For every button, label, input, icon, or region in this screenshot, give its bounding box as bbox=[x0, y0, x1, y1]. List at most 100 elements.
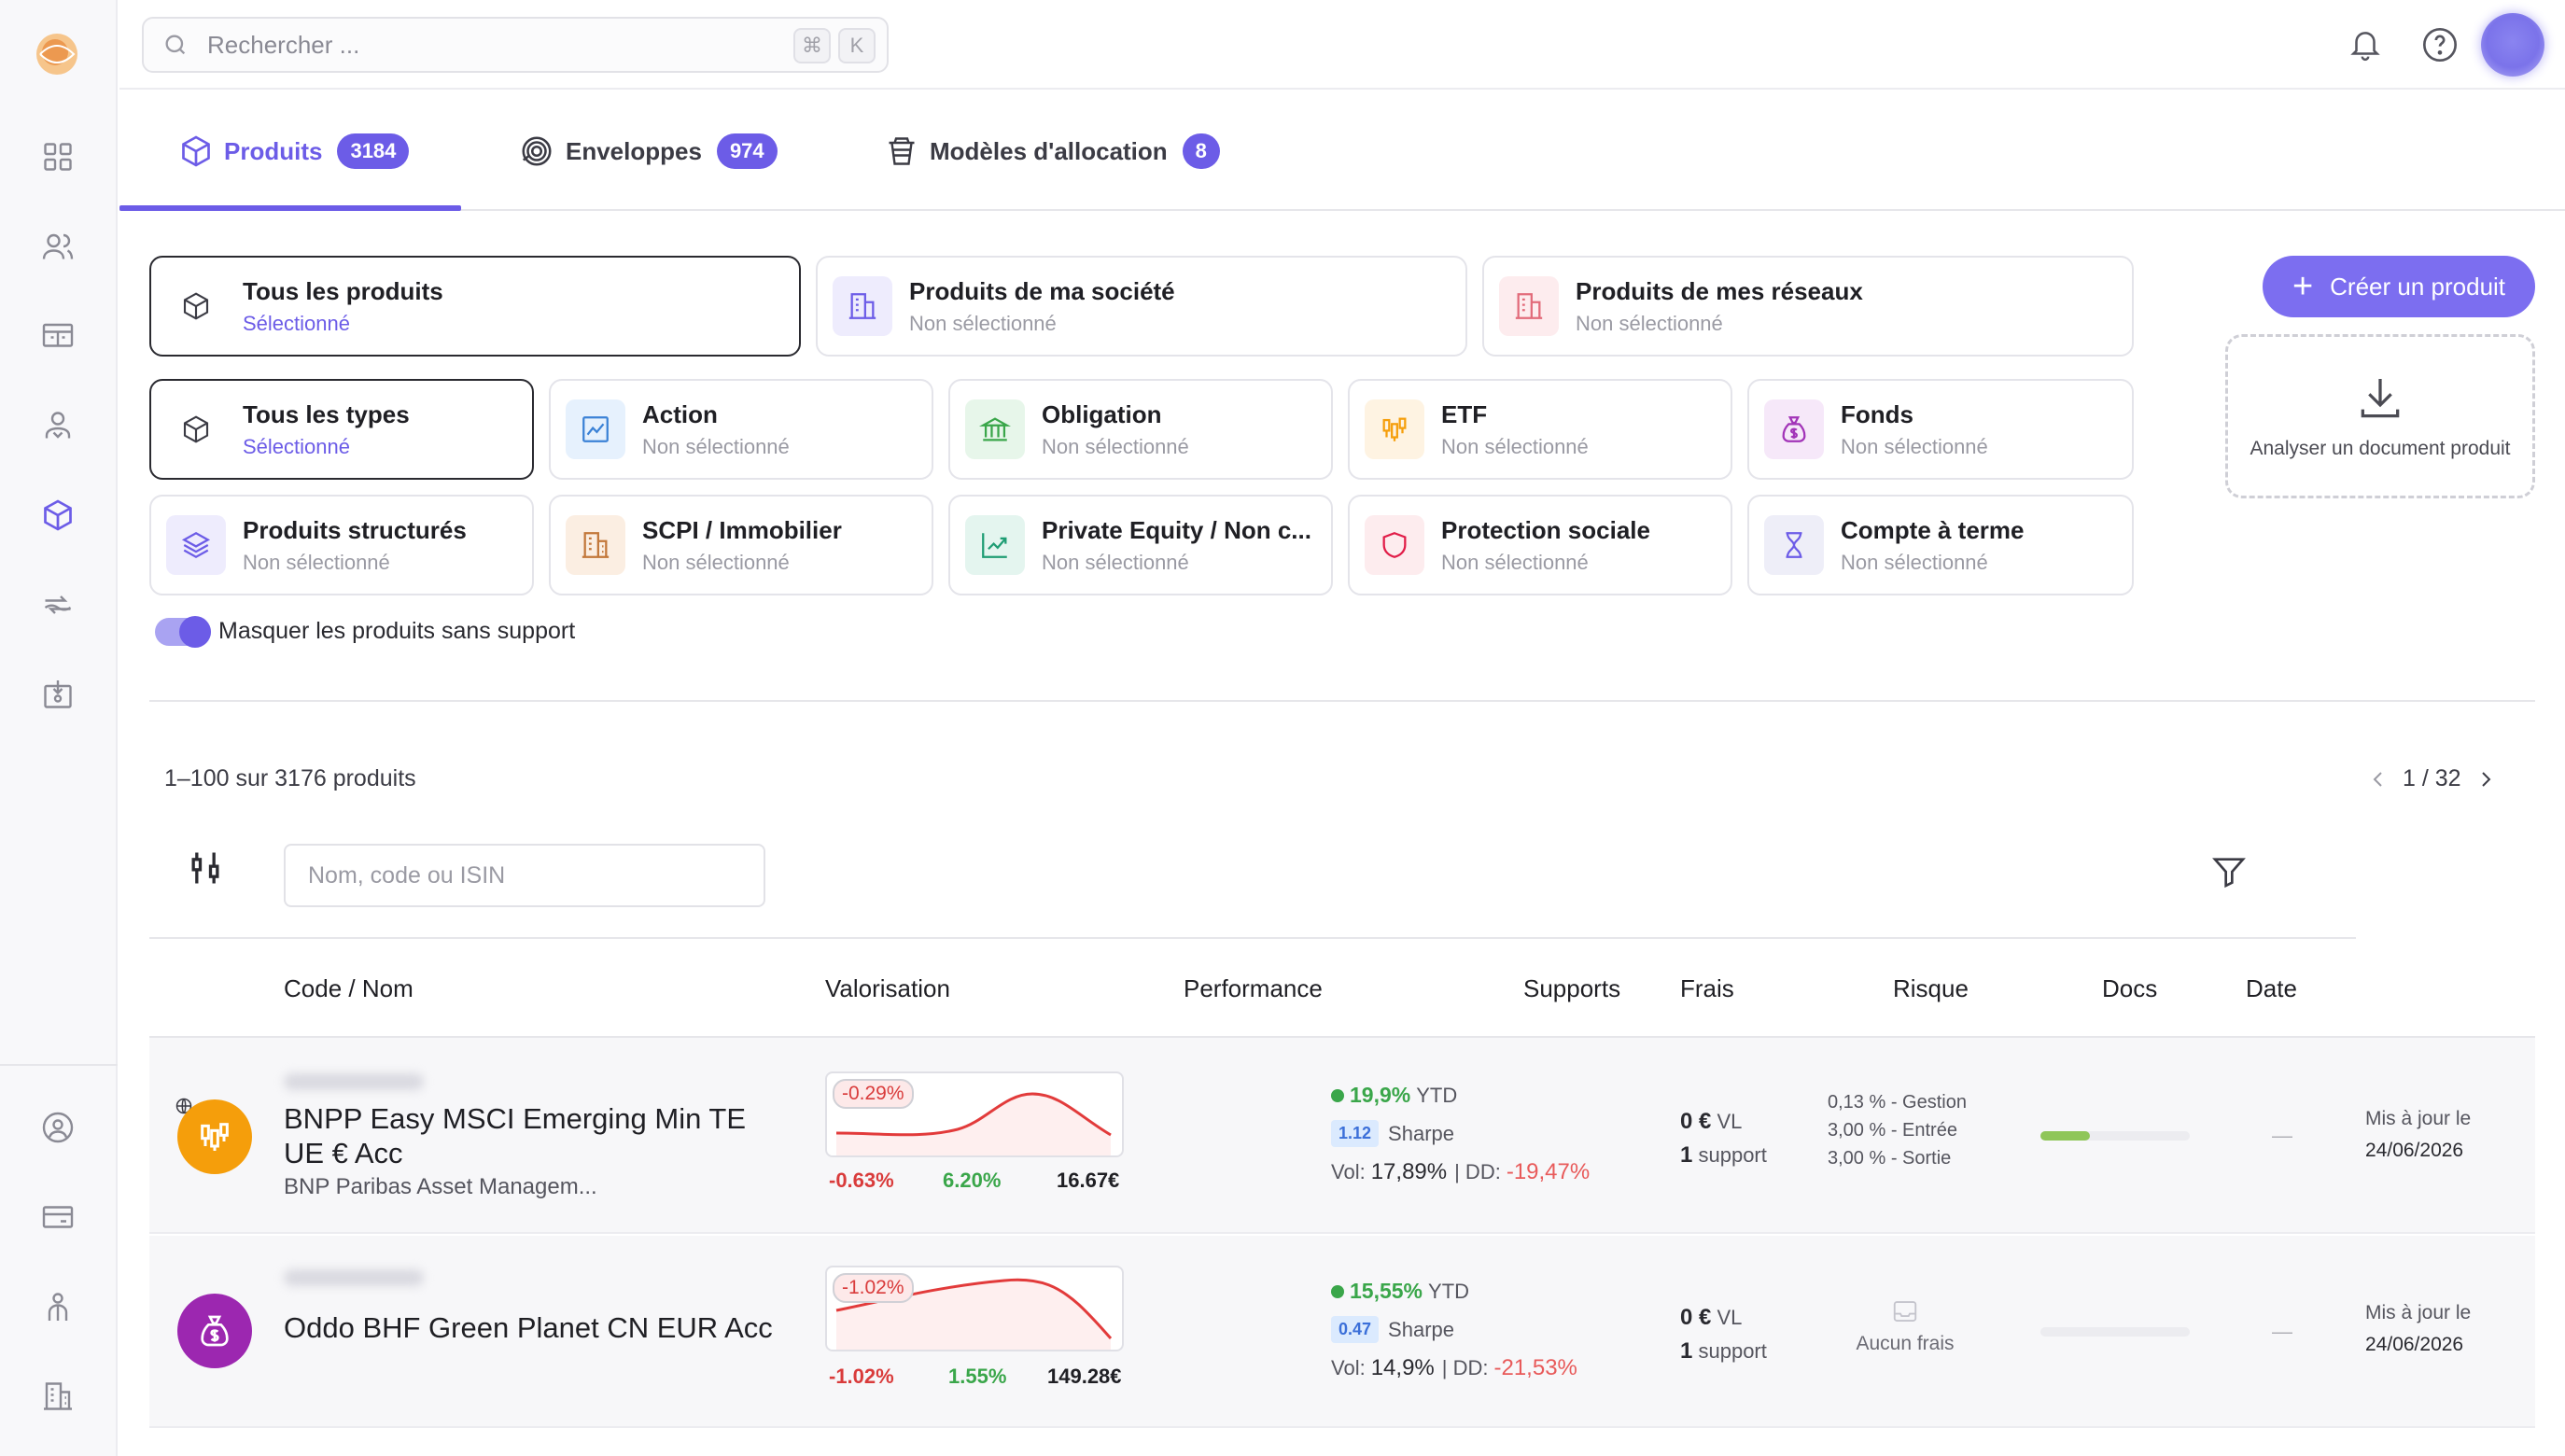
tab-enveloppes[interactable]: Enveloppes 974 bbox=[519, 125, 778, 177]
type-card-scpi-immobilier[interactable]: SCPI / Immobilier Non sélectionné bbox=[549, 495, 933, 595]
card-status: Non sélectionné bbox=[909, 311, 1057, 335]
pagination: 1 / 32 bbox=[2367, 765, 2497, 792]
basket-icon bbox=[889, 137, 915, 165]
fee-sortie: 3,00 % - Sortie bbox=[1828, 1148, 1952, 1169]
performance-sharpe: 0.47 Sharpe bbox=[1331, 1316, 1454, 1343]
supports-count: 1 support bbox=[1680, 1142, 1767, 1169]
type-card-tous-les-types[interactable]: Tous les types Sélectionné bbox=[149, 379, 534, 480]
valuation-change-1: -0.63% bbox=[829, 1169, 894, 1192]
create-product-button[interactable]: + Créer un produit bbox=[2263, 256, 2535, 317]
column-header-docs[interactable]: Docs bbox=[2102, 974, 2158, 1002]
type-card-obligation[interactable]: Obligation Non sélectionné bbox=[948, 379, 1333, 480]
valuation-change-1: -1.02% bbox=[829, 1365, 894, 1388]
vol-value: 17,89% bbox=[1370, 1159, 1448, 1184]
profile-icon[interactable] bbox=[37, 1107, 78, 1148]
card-title: Action bbox=[642, 399, 718, 428]
tab-modeles-allocation[interactable]: Modèles d'allocation 8 bbox=[885, 125, 1220, 177]
dashboard-icon[interactable] bbox=[37, 136, 78, 177]
fees-list: 0,13 % - Gestion 3,00 % - Entrée 3,00 % … bbox=[1828, 1088, 1967, 1172]
performance-sharpe: 1.12 Sharpe bbox=[1331, 1120, 1454, 1147]
risk-bar bbox=[2040, 1131, 2190, 1141]
board-icon[interactable] bbox=[37, 315, 78, 357]
product-code-blurred bbox=[284, 1269, 424, 1286]
tab-produits[interactable]: Produits 3184 bbox=[179, 125, 410, 177]
global-search[interactable]: Rechercher ... ⌘ K bbox=[142, 17, 889, 73]
type-card-compte-a-terme[interactable]: Compte à terme Non sélectionné bbox=[1747, 495, 2134, 595]
type-card-action[interactable]: Action Non sélectionné bbox=[549, 379, 933, 480]
advisor-icon[interactable] bbox=[37, 405, 78, 446]
products-icon[interactable] bbox=[37, 495, 78, 536]
analyze-document-label: Analyser un document produit bbox=[2250, 438, 2511, 459]
card-status: Non sélectionné bbox=[1576, 311, 1723, 335]
type-card-private-equity[interactable]: Private Equity / Non c... Non sélectionn… bbox=[948, 495, 1333, 595]
tab-count-badge: 3184 bbox=[337, 133, 410, 169]
support-unit: VL bbox=[1717, 1306, 1743, 1329]
valuation-price: 16.67€ bbox=[1057, 1169, 1120, 1192]
section-divider bbox=[149, 700, 2535, 702]
column-header-date[interactable]: Date bbox=[2246, 974, 2297, 1002]
performance-ytd: 15,55% YTD bbox=[1331, 1279, 1469, 1304]
ytd-value: 19,9% bbox=[1350, 1083, 1411, 1107]
transactions-icon[interactable] bbox=[37, 584, 78, 625]
card-status: Non sélectionné bbox=[642, 550, 790, 574]
real-estate-icon bbox=[566, 515, 625, 575]
product-name[interactable]: BNPP Easy MSCI Emerging Min TE UE € Acc bbox=[284, 1102, 747, 1169]
chevron-left-icon[interactable] bbox=[2367, 768, 2390, 791]
help-icon[interactable] bbox=[2416, 21, 2464, 69]
column-header-code-nom[interactable]: Code / Nom bbox=[284, 974, 413, 1002]
card-status: Non sélectionné bbox=[1042, 434, 1189, 458]
dd-value: -19,47% bbox=[1506, 1159, 1591, 1184]
type-card-fonds[interactable]: Fonds Non sélectionné bbox=[1747, 379, 2134, 480]
type-card-produits-structures[interactable]: Produits structurés Non sélectionné bbox=[149, 495, 534, 595]
column-header-supports[interactable]: Supports bbox=[1523, 974, 1621, 1002]
valuation-sparkline: -1.02% bbox=[825, 1266, 1124, 1351]
card-status: Non sélectionné bbox=[1441, 434, 1589, 458]
type-card-etf[interactable]: ETF Non sélectionné bbox=[1348, 379, 1732, 480]
user-avatar[interactable] bbox=[2481, 13, 2544, 77]
scope-card-mes-reseaux[interactable]: Produits de mes réseaux Non sélectionné bbox=[1482, 256, 2134, 357]
top-bar: Rechercher ... ⌘ K bbox=[119, 0, 2565, 90]
product-name[interactable]: Oddo BHF Green Planet CN EUR Acc bbox=[284, 1311, 773, 1344]
scope-card-ma-societe[interactable]: Produits de ma société Non sélectionné bbox=[816, 256, 1467, 357]
team-icon[interactable] bbox=[37, 1286, 78, 1327]
billing-icon[interactable] bbox=[37, 1197, 78, 1238]
column-header-risque[interactable]: Risque bbox=[1893, 974, 1969, 1002]
inbox-icon[interactable] bbox=[37, 674, 78, 715]
ytd-label: YTD bbox=[1428, 1279, 1470, 1303]
card-title: Protection sociale bbox=[1441, 515, 1650, 544]
adjustments-icon[interactable] bbox=[185, 847, 226, 893]
fee-entree: 3,00 % - Entrée bbox=[1828, 1120, 1957, 1141]
scope-card-tous-les-produits[interactable]: Tous les produits Sélectionné bbox=[149, 256, 801, 357]
column-header-valorisation[interactable]: Valorisation bbox=[825, 974, 950, 1002]
type-card-protection-sociale[interactable]: Protection sociale Non sélectionné bbox=[1348, 495, 1732, 595]
product-search-input[interactable]: Nom, code ou ISIN bbox=[284, 844, 765, 907]
column-header-performance[interactable]: Performance bbox=[1184, 974, 1323, 1002]
positive-dot bbox=[1331, 1088, 1344, 1102]
chevron-right-icon[interactable] bbox=[2474, 768, 2497, 791]
column-header-frais[interactable]: Frais bbox=[1680, 974, 1734, 1002]
table-row[interactable]: BNPP Easy MSCI Emerging Min TE UE € Acc … bbox=[149, 1038, 2535, 1234]
card-status: Non sélectionné bbox=[1042, 550, 1189, 574]
table-row[interactable]: Oddo BHF Green Planet CN EUR Acc -1.02% … bbox=[149, 1236, 2535, 1428]
money-bag-icon bbox=[201, 1315, 229, 1347]
filter-funnel-icon[interactable] bbox=[2210, 853, 2248, 895]
risk-bar-fill bbox=[2040, 1131, 2090, 1141]
app-logo[interactable] bbox=[31, 28, 83, 80]
company-icon[interactable] bbox=[37, 1376, 78, 1417]
update-date: Mis à jour le 24/06/2026 bbox=[2365, 1103, 2471, 1167]
vol-value: 14,9% bbox=[1370, 1355, 1435, 1380]
update-date: Mis à jour le 24/06/2026 bbox=[2365, 1297, 2471, 1361]
layers-icon bbox=[166, 515, 226, 575]
sparkline-chart bbox=[835, 1092, 1112, 1155]
hide-unsupported-toggle[interactable] bbox=[155, 616, 211, 648]
sharpe-label: Sharpe bbox=[1388, 1121, 1454, 1145]
analyze-document-dropzone[interactable]: Analyser un document produit bbox=[2225, 334, 2535, 498]
plus-icon: + bbox=[2292, 267, 2314, 306]
create-product-label: Créer un produit bbox=[2330, 272, 2506, 301]
supports-value: 0 € VL bbox=[1680, 1109, 1742, 1135]
performance-vol-dd: Vol: 17,89% | DD: -19,47% bbox=[1331, 1159, 1590, 1185]
bell-icon[interactable] bbox=[2341, 21, 2390, 69]
hourglass-icon bbox=[1764, 515, 1824, 575]
box-icon bbox=[182, 135, 210, 167]
clients-icon[interactable] bbox=[37, 226, 78, 267]
